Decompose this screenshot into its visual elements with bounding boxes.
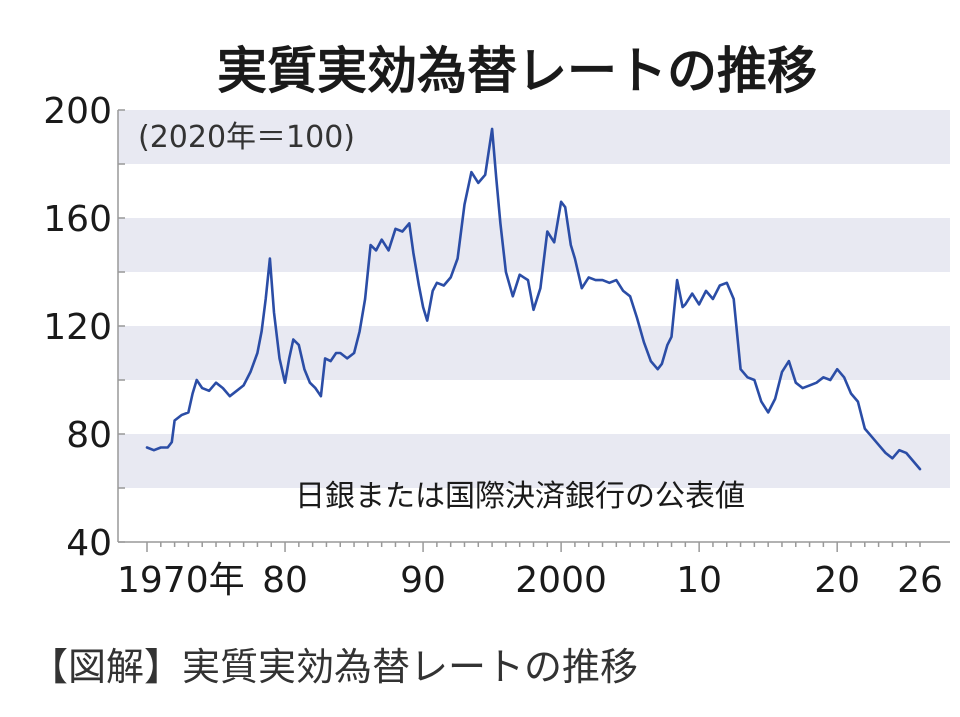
grid-bands — [118, 110, 950, 488]
series-group — [145, 127, 922, 471]
y-tick-label: 200 — [43, 91, 112, 132]
x-tick-label: 26 — [897, 560, 943, 601]
grid-band-2 — [118, 218, 950, 272]
x-tick-label: 10 — [676, 560, 722, 601]
series-line-0 — [145, 127, 922, 471]
y-tick-label: 160 — [43, 199, 112, 240]
y-ticks: 200 160 120 80 40 — [43, 91, 125, 564]
x-tick-label: 90 — [400, 560, 446, 601]
x-tick-label: 80 — [262, 560, 308, 601]
y-tick-label: 40 — [66, 523, 112, 564]
x-tick-label: 20 — [814, 560, 860, 601]
x-tick-label: 2000 — [515, 560, 607, 601]
x-ticks: 1970年 80 90 2000 10 20 26 — [117, 542, 943, 601]
source-note: 日銀または国際決済銀行の公表値 — [295, 479, 745, 514]
chart-title: 実質実効為替レートの推移 — [217, 42, 817, 100]
grid-band-1 — [118, 326, 950, 380]
x-tick-label: 1970年 — [117, 560, 245, 601]
y-tick-label: 120 — [43, 307, 112, 348]
figure-caption: 【図解】実質実効為替レートの推移 — [30, 645, 638, 689]
y-tick-label: 80 — [66, 415, 112, 456]
grid-band-3 — [118, 110, 950, 164]
unit-label: (2020年＝100) — [138, 120, 355, 155]
grid-band-0 — [118, 434, 950, 488]
